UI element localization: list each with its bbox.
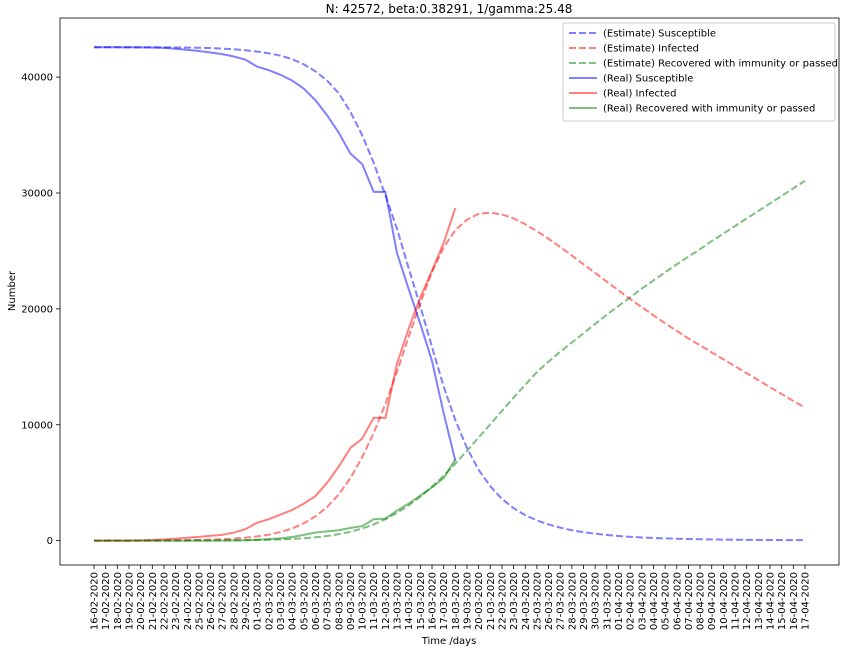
x-tick-label: 22-02-2020 [159, 572, 170, 630]
x-tick-label: 27-03-2020 [556, 572, 567, 630]
x-tick-label: 01-04-2020 [614, 572, 625, 630]
x-tick-label: 10-03-2020 [358, 572, 369, 630]
x-tick-label: 21-03-2020 [486, 572, 497, 630]
x-tick-label: 13-03-2020 [393, 572, 404, 630]
x-tick-label: 21-02-2020 [148, 572, 159, 630]
x-tick-label: 18-03-2020 [451, 572, 462, 630]
x-tick-label: 22-03-2020 [497, 572, 508, 630]
x-tick-label: 26-02-2020 [206, 572, 217, 630]
x-tick-label: 03-04-2020 [637, 572, 648, 630]
x-tick-label: 20-03-2020 [474, 572, 485, 630]
x-tick-label: 04-03-2020 [288, 572, 299, 630]
x-tick-label: 13-04-2020 [754, 572, 765, 630]
x-tick-label: 15-04-2020 [777, 572, 788, 630]
x-tick-label: 19-03-2020 [462, 572, 473, 630]
legend-label: (Real) Infected [603, 89, 676, 100]
x-tick-label: 25-02-2020 [194, 572, 205, 630]
x-tick-label: 28-02-2020 [229, 572, 240, 630]
x-tick-label: 30-03-2020 [591, 572, 602, 630]
x-tick-label: 06-03-2020 [311, 572, 322, 630]
x-tick-label: 19-02-2020 [124, 572, 135, 630]
x-tick-label: 28-03-2020 [567, 572, 578, 630]
y-tick-label: 0 [47, 536, 53, 547]
y-tick-label: 40000 [21, 73, 53, 84]
x-tick-label: 05-04-2020 [661, 572, 672, 630]
plot-frame [59, 17, 840, 566]
x-tick-label: 07-03-2020 [323, 572, 334, 630]
x-tick-label: 09-04-2020 [707, 572, 718, 630]
x-tick-label: 29-02-2020 [241, 572, 252, 630]
x-tick-label: 26-03-2020 [544, 572, 555, 630]
series-line [94, 46, 457, 461]
y-tick-label: 30000 [21, 188, 53, 199]
x-tick-label: 25-03-2020 [532, 572, 543, 630]
series-line [94, 459, 457, 542]
x-tick-label: 31-03-2020 [602, 572, 613, 630]
x-tick-label: 08-03-2020 [334, 572, 345, 630]
y-tick-label: 20000 [21, 304, 53, 315]
x-tick-label: 23-03-2020 [509, 572, 520, 630]
x-tick-label: 17-03-2020 [439, 572, 450, 630]
legend-label: (Estimate) Recovered with immunity or pa… [603, 59, 838, 70]
x-tick-label: 24-02-2020 [183, 572, 194, 630]
x-tick-label: 05-03-2020 [299, 572, 310, 630]
x-tick-label: 17-04-2020 [800, 572, 811, 630]
x-tick-label: 15-03-2020 [416, 572, 427, 630]
legend-label: (Real) Susceptible [603, 74, 693, 85]
x-tick-label: 06-04-2020 [672, 572, 683, 630]
x-tick-label: 24-03-2020 [521, 572, 532, 630]
chart-title: N: 42572, beta:0.38291, 1/gamma:25.48 [326, 2, 573, 16]
series-line [94, 211, 806, 542]
x-tick-label: 12-03-2020 [381, 572, 392, 630]
x-tick-label: 14-04-2020 [766, 572, 777, 630]
x-axis-label: Time /days [421, 636, 477, 647]
x-tick-label: 03-03-2020 [276, 572, 287, 630]
x-tick-label: 14-03-2020 [404, 572, 415, 630]
x-tick-label: 20-02-2020 [136, 572, 147, 630]
x-tick-label: 11-04-2020 [731, 572, 742, 630]
legend-label: (Estimate) Infected [603, 44, 699, 55]
x-tick-label: 02-03-2020 [264, 572, 275, 630]
x-tick-label: 09-03-2020 [346, 572, 357, 630]
x-tick-label: 27-02-2020 [218, 572, 229, 630]
y-tick-label: 10000 [21, 420, 53, 431]
x-tick-label: 17-02-2020 [101, 572, 112, 630]
series-line [94, 46, 805, 542]
x-tick-label: 10-04-2020 [719, 572, 730, 630]
y-axis-label: Number [7, 270, 18, 311]
x-tick-label: 16-02-2020 [90, 572, 101, 630]
x-tick-label: 08-04-2020 [696, 572, 707, 630]
x-tick-label: 02-04-2020 [626, 572, 637, 630]
x-tick-label: 04-04-2020 [649, 572, 660, 630]
x-tick-label: 16-04-2020 [789, 572, 800, 630]
x-tick-label: 18-02-2020 [113, 572, 124, 630]
x-tick-label: 23-02-2020 [171, 572, 182, 630]
legend-label: (Estimate) Susceptible [603, 29, 716, 40]
x-tick-label: 29-03-2020 [579, 572, 590, 630]
legend-box [562, 22, 836, 122]
x-tick-label: 07-04-2020 [684, 572, 695, 630]
x-tick-label: 11-03-2020 [369, 572, 380, 630]
x-tick-label: 16-03-2020 [428, 572, 439, 630]
x-tick-label: 12-04-2020 [742, 572, 753, 630]
legend-label: (Real) Recovered with immunity or passed [603, 104, 815, 115]
x-tick-label: 01-03-2020 [253, 572, 264, 630]
